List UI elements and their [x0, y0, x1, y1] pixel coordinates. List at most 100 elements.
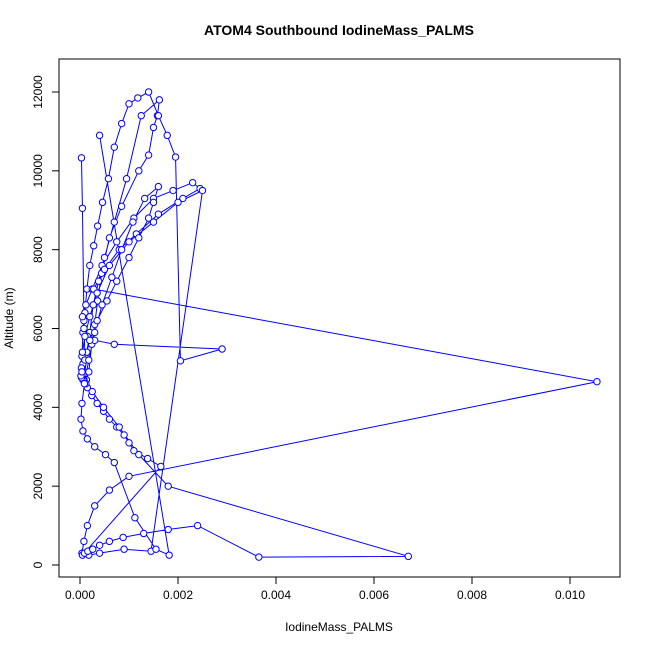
- data-point: [110, 340, 119, 348]
- data-point: [157, 462, 165, 471]
- data-point: [77, 415, 85, 423]
- data-point: [129, 218, 137, 226]
- data-point: [218, 345, 226, 353]
- data-point: [95, 131, 104, 140]
- data-point: [99, 403, 108, 412]
- data-point: [255, 553, 263, 561]
- data-point: [78, 399, 86, 408]
- data-point: [95, 549, 104, 557]
- data-point: [134, 94, 142, 102]
- data-point: [135, 234, 143, 242]
- data-point: [105, 537, 114, 546]
- data-point: [101, 450, 110, 459]
- data-point: [86, 312, 94, 321]
- data-point: [80, 324, 88, 333]
- x-tick-label: 0.004: [261, 588, 291, 602]
- data-point: [113, 277, 121, 285]
- data-point: [98, 198, 107, 207]
- data-point: [78, 204, 87, 212]
- data-point: [135, 450, 143, 459]
- data-point: [120, 431, 128, 439]
- data-point: [164, 482, 172, 490]
- data-point: [83, 435, 92, 443]
- data-point: [119, 533, 127, 542]
- y-axis: 0 2000 4000 6000 8000 10000 12000: [31, 75, 60, 568]
- data-point: [80, 537, 88, 546]
- data-point: [77, 154, 86, 162]
- data-point: [149, 123, 158, 132]
- data-point: [86, 336, 94, 345]
- y-tick-label: 2000: [31, 472, 45, 499]
- data-point: [164, 525, 172, 534]
- data-point: [105, 261, 114, 270]
- data-point: [79, 427, 87, 435]
- data-point: [144, 151, 153, 159]
- data-point: [140, 194, 149, 203]
- data-point: [78, 312, 87, 321]
- data-point: [82, 301, 90, 309]
- data-point: [135, 167, 143, 175]
- data-point: [83, 521, 92, 530]
- data-point: [90, 242, 98, 250]
- data-point: [154, 182, 163, 191]
- data-point: [155, 96, 164, 104]
- data-point: [125, 238, 133, 246]
- data-point: [171, 153, 180, 161]
- data-point: [93, 399, 101, 408]
- data-point: [125, 253, 133, 262]
- data-point: [85, 368, 93, 376]
- data-point: [120, 545, 128, 553]
- data-point: [105, 415, 114, 423]
- data-point: [103, 297, 111, 305]
- data-point: [91, 502, 99, 510]
- series-layer: [77, 88, 601, 561]
- data-point: [98, 301, 106, 309]
- data-point: [100, 253, 109, 262]
- data-point: [80, 379, 89, 388]
- data-point: [144, 88, 153, 96]
- y-tick-label: 8000: [31, 236, 45, 263]
- data-point: [130, 446, 138, 455]
- data-point: [81, 332, 89, 341]
- data-point: [104, 175, 113, 183]
- data-point: [144, 214, 153, 222]
- data-point: [93, 222, 102, 230]
- y-axis-label: Altitude (m): [2, 287, 16, 348]
- data-point: [88, 387, 96, 396]
- x-tick-label: 0.002: [163, 588, 193, 602]
- data-point: [91, 328, 99, 337]
- data-point: [163, 131, 171, 140]
- data-point: [154, 111, 163, 120]
- chart-title: ATOM4 Southbound IodineMass_PALMS: [204, 22, 474, 38]
- y-tick-label: 12000: [31, 75, 45, 109]
- x-tick-label: 0.006: [359, 588, 389, 602]
- data-point: [193, 521, 202, 530]
- data-point: [404, 552, 412, 561]
- data-point: [154, 210, 163, 218]
- data-point: [95, 541, 104, 549]
- data-point: [110, 218, 119, 226]
- data-point: [149, 218, 158, 226]
- data-point: [125, 472, 133, 481]
- data-point: [85, 356, 93, 364]
- data-point: [174, 198, 182, 207]
- data-point: [152, 545, 160, 553]
- data-point: [91, 443, 99, 451]
- data-point: [78, 348, 87, 356]
- y-tick-label: 10000: [31, 154, 45, 188]
- data-point: [140, 529, 148, 538]
- data-point: [100, 265, 109, 274]
- data-point: [117, 119, 126, 128]
- data-point: [113, 238, 121, 246]
- x-axis-label: IodineMass_PALMS: [285, 620, 393, 634]
- data-point: [169, 186, 177, 195]
- x-tick-label: 0.000: [65, 588, 95, 602]
- data-point: [179, 194, 187, 203]
- data-point: [105, 486, 114, 494]
- data-point: [115, 423, 123, 431]
- data-point: [137, 111, 145, 120]
- y-tick-label: 6000: [31, 315, 45, 342]
- data-point: [108, 273, 116, 281]
- data-point: [105, 234, 114, 242]
